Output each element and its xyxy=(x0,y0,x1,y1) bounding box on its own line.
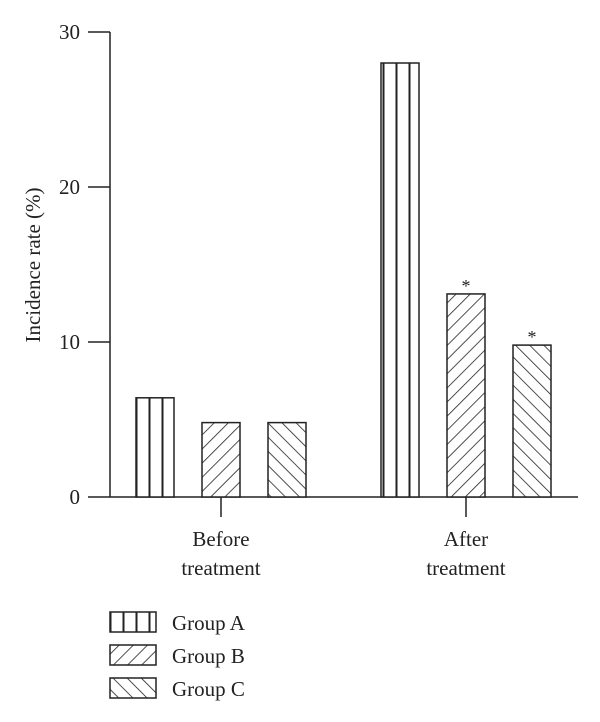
bar-group-b-before-treatment xyxy=(201,421,241,498)
bar-group-a-after-treatment xyxy=(380,62,420,498)
y-tick-label: 20 xyxy=(59,175,80,199)
legend: Group A Group B Group C xyxy=(109,611,246,701)
y-tick-label: 30 xyxy=(59,20,80,44)
bar-group-b-after-treatment xyxy=(446,293,486,498)
bar-group-a-before-treatment xyxy=(135,397,175,498)
legend-swatch xyxy=(109,644,157,666)
x-axis: Before treatment After treatment xyxy=(110,496,578,580)
legend-label: Group B xyxy=(172,644,245,668)
bars xyxy=(135,62,552,498)
y-tick-label: 0 xyxy=(70,485,81,509)
legend-item-group-a: Group A xyxy=(109,611,246,635)
legend-label: Group A xyxy=(172,611,246,635)
x-tick-label-after-treatment: After treatment xyxy=(426,527,505,580)
y-tick-label: 10 xyxy=(59,330,80,354)
legend-swatch xyxy=(109,611,157,633)
bar-group-c-after-treatment xyxy=(512,344,552,498)
y-axis-title: Incidence rate (%) xyxy=(21,187,45,342)
y-axis: 0 10 20 30 xyxy=(59,20,111,509)
significance-marker: * xyxy=(528,327,537,347)
legend-item-group-b: Group B xyxy=(109,644,245,668)
legend-swatch xyxy=(109,677,157,699)
legend-label: Group C xyxy=(172,677,245,701)
bar-group-c-before-treatment xyxy=(267,421,307,498)
legend-item-group-c: Group C xyxy=(109,677,245,701)
significance-marker: * xyxy=(462,276,471,296)
x-tick-label-before-treatment: Before treatment xyxy=(181,527,260,580)
annotations: ** xyxy=(462,276,537,347)
